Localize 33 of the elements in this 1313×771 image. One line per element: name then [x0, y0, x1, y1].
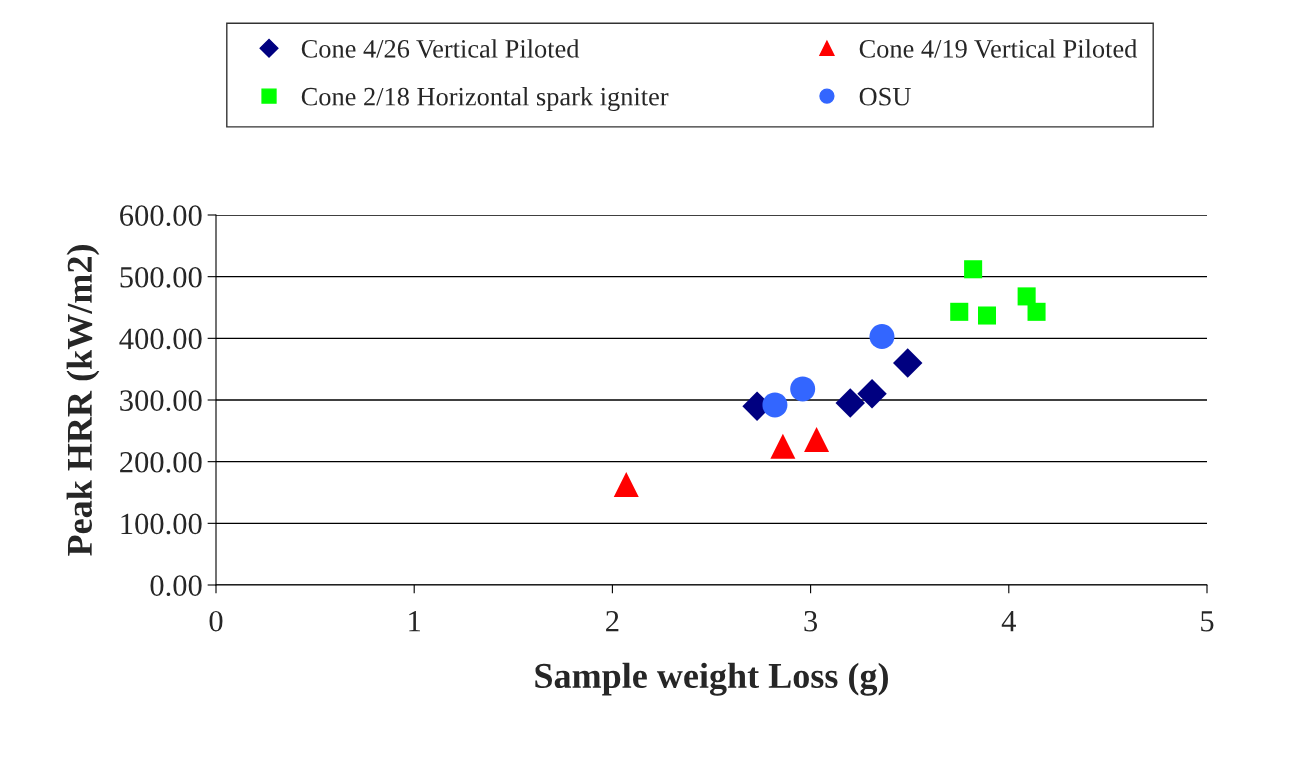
- point: [950, 302, 969, 321]
- y-tick-label: 500.00: [120, 266, 202, 288]
- point: [790, 376, 816, 402]
- x-tick-label: 0: [209, 610, 223, 632]
- point: [1017, 287, 1036, 306]
- x-tick-label: 1: [409, 611, 421, 632]
- y-tick-label: 200.00: [120, 451, 202, 473]
- point: [804, 426, 830, 452]
- x-axis-title: Sample weight Loss (g): [535, 662, 888, 696]
- legend-label: Cone 4/26 Vertical Piloted: [301, 39, 580, 58]
- x-tick-label: 4: [1001, 611, 1016, 632]
- y-tick-label: 100.00: [121, 513, 202, 535]
- y-tick-label: 0.00: [150, 575, 202, 597]
- point: [762, 392, 788, 418]
- point: [964, 260, 983, 279]
- point: [857, 379, 887, 409]
- point: [770, 433, 796, 459]
- point: [613, 471, 639, 497]
- x-tick-label: 2: [606, 610, 619, 632]
- point: [977, 306, 997, 325]
- legend-label: Cone 4/19 Vertical Piloted: [859, 39, 1138, 58]
- point: [835, 388, 865, 418]
- x-tick-label: 3: [804, 610, 818, 632]
- point: [892, 348, 923, 378]
- y-tick-label: 600.00: [120, 205, 202, 227]
- y-axis-title: Peak HRR (kW/m2): [66, 245, 100, 556]
- point: [869, 323, 895, 349]
- point: [1027, 302, 1046, 321]
- legend-label: Cone 2/18 Horizontal spark igniter: [301, 87, 669, 112]
- x-tick-label: 5: [1201, 611, 1214, 632]
- legend-label: OSU: [859, 87, 911, 106]
- y-tick-label: 400.00: [119, 328, 202, 350]
- y-tick-label: 300.00: [120, 390, 202, 412]
